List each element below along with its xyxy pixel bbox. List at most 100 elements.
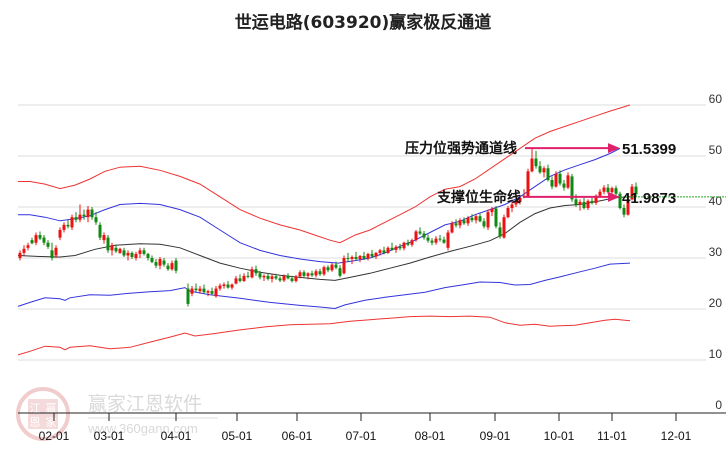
candle-body [62,224,66,230]
candle-body [314,271,318,276]
resistance-label: 压力位强势通道线 [405,140,517,157]
candle-body [114,247,118,252]
candle-body [402,242,406,249]
candle-body [430,240,434,243]
candle-body [262,275,266,278]
chart-title: 世运电路(603920)赢家极反通道 [234,13,492,33]
candle-body [366,253,370,259]
candle-body [414,231,418,241]
candle-body [406,242,410,245]
candle-body [294,276,298,281]
candle-body [170,263,174,270]
x-tick-label: 05-01 [222,429,253,443]
candle-body [58,229,62,238]
candle-body [94,217,98,223]
resistance-value: 51.5399 [622,141,676,158]
candle-body [390,247,394,250]
x-tick-label: 04-01 [161,429,192,443]
candle-body [194,288,198,291]
candle-body [450,223,454,233]
candle-body [418,231,422,234]
resistance-arrow-head-icon [608,143,620,154]
y-tick-label: 30 [709,245,723,259]
x-tick-label: 07-01 [346,429,377,443]
candle-body [438,238,442,240]
candle-body [298,272,302,277]
candle-body [50,250,54,258]
candle-body [186,288,190,304]
candle-body [530,158,534,172]
grid-lines [18,104,706,361]
candle-body [374,252,378,257]
candle-body [606,187,610,193]
candle-body [246,275,250,277]
candle-body [126,252,130,256]
candle-body [74,217,78,220]
candle-body [266,275,270,279]
candle-body [202,288,206,293]
candle-body [102,235,106,241]
candle-body [110,245,114,251]
candle-body [214,288,218,297]
candle-body [78,214,82,220]
support-value: 41.9873 [622,190,676,207]
candle-body [26,245,30,248]
candle-body [278,278,282,281]
seal-char: 家 [46,415,57,429]
candle-body [550,179,554,187]
candle-body [498,227,502,237]
candle-body [542,168,546,173]
candle-body [514,200,518,205]
candle-body [138,250,142,254]
candle-body [82,214,86,217]
candle-body [242,275,246,281]
candle-body [582,201,586,209]
candle-body [354,256,358,260]
candle-body [190,288,194,294]
candle-body [34,235,38,243]
candle-body [30,240,34,244]
upper-outer-band [18,104,631,244]
candle-body [370,253,374,257]
candle-body [206,291,210,293]
y-tick-label: 40 [709,194,723,208]
x-axis: 02-01 03-01 04-01 05-01 06-01 07-01 08-01 09-01… [18,412,726,443]
x-tick-label: 10-01 [544,429,575,443]
candle-body [426,237,430,241]
candle-body [134,253,138,258]
candle-body [42,237,46,243]
candle-body [54,247,58,256]
candle-body [622,208,626,215]
candle-body [594,195,598,203]
channel-bands [17,104,631,356]
upper-inner-band [18,147,621,264]
candle-body [210,291,214,294]
candle-body [98,224,102,238]
candle-body [326,267,330,271]
y-tick-label: 20 [709,296,723,310]
candle-body [310,273,314,276]
candle-body [274,276,278,279]
y-axis-labels: 0 10 20 30 40 50 60 [709,92,723,412]
candle-body [442,239,446,243]
seal-char: 江 [30,402,41,415]
candle-body [350,256,354,260]
candle-body [598,191,602,196]
candle-body [250,269,254,278]
candle-body [150,258,154,263]
seal-char: 恩 [30,416,41,429]
y-tick-label: 10 [709,347,723,361]
x-tick-label: 02-01 [39,429,70,443]
candle-body [558,173,562,184]
candle-body [270,276,274,279]
y-tick-label: 50 [709,143,723,157]
candle-body [626,199,630,215]
candle-body [410,240,414,245]
watermark-seal-icon [16,387,70,441]
candle-body [66,224,70,227]
candle-body [146,253,150,258]
lower-inner-band [17,262,631,310]
candle-body [474,216,478,221]
candle-body [162,260,166,265]
candle-body [122,250,126,256]
